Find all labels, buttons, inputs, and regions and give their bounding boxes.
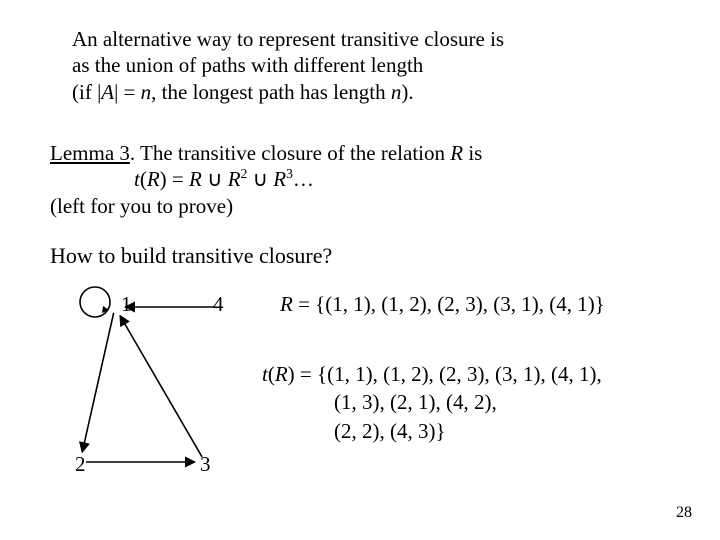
lemma-rest-a: . The transitive closure of the relation (130, 141, 450, 165)
intro-n1: n (141, 80, 152, 104)
lemma-label: Lemma 3 (50, 141, 130, 165)
formula-a: ( (140, 167, 147, 191)
question-line: How to build transitive closure? (50, 242, 670, 270)
intro-line3-a: (if | (72, 80, 101, 104)
r-eq: = {(1, 1), (1, 2), (2, 3), (3, 1), (4, 1… (293, 292, 605, 316)
intro-line3-c: , the longest path has length (151, 80, 391, 104)
intro-line2: as the union of paths with different len… (72, 53, 423, 77)
graph-diagram: 1 4 2 3 (45, 282, 260, 482)
relation-tr: t(R) = {(1, 1), (1, 2), (2, 3), (3, 1), … (262, 360, 712, 445)
formula-R1: R (147, 167, 160, 191)
node-label-4: 4 (213, 292, 224, 317)
node-label-3: 3 (200, 452, 211, 477)
intro-line3-b: | = (114, 80, 141, 104)
intro-line1: An alternative way to represent transiti… (72, 27, 504, 51)
intro-n2: n (391, 80, 402, 104)
tr-R: R (275, 362, 288, 386)
formula-dots: … (293, 167, 314, 191)
intro-A: A (101, 80, 114, 104)
page-number: 28 (676, 504, 692, 522)
formula-sup3: 3 (286, 166, 293, 181)
tr-line2: (1, 3), (2, 1), (4, 2), (262, 388, 712, 416)
intro-paragraph: An alternative way to represent transiti… (72, 26, 652, 105)
lemma-rest-b: is (463, 141, 482, 165)
lemma-left-prove: (left for you to prove) (50, 194, 233, 218)
r-label: R (280, 292, 293, 316)
lemma-formula: t(R) = R ∪ R2 ∪ R3… (50, 167, 314, 191)
formula-R3: R (228, 167, 241, 191)
formula-b: ) = (160, 167, 189, 191)
lemma-R: R (450, 141, 463, 165)
intro-line3-d: ). (401, 80, 413, 104)
node-label-1: 1 (121, 292, 132, 317)
formula-R2: R (189, 167, 202, 191)
lemma-block: Lemma 3. The transitive closure of the r… (50, 140, 670, 219)
relation-r: R = {(1, 1), (1, 2), (2, 3), (3, 1), (4,… (280, 290, 710, 318)
formula-R4: R (273, 167, 286, 191)
formula-cup2: ∪ (247, 167, 273, 191)
tr-a: ( (268, 362, 275, 386)
tr-b: ) = {(1, 1), (1, 2), (2, 3), (3, 1), (4,… (288, 362, 602, 386)
node-label-2: 2 (75, 452, 86, 477)
tr-line3: (2, 2), (4, 3)} (262, 417, 712, 445)
formula-cup1: ∪ (202, 167, 228, 191)
